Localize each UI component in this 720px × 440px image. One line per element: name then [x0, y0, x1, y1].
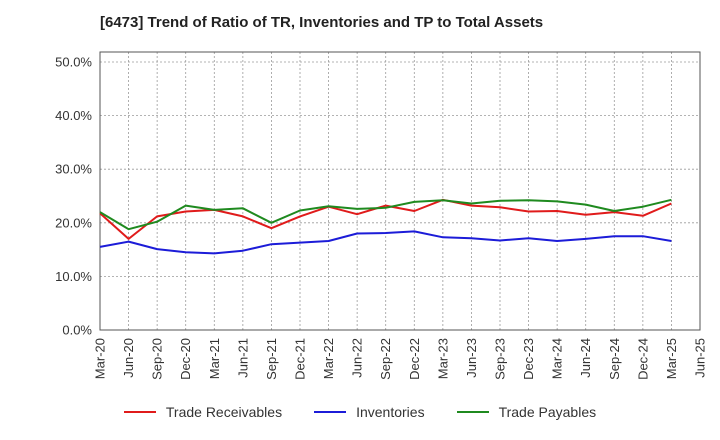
legend-item-trade-receivables: Trade Receivables	[123, 404, 283, 420]
y-tick-label: 20.0%	[55, 215, 92, 230]
x-tick-label: Dec-24	[635, 338, 650, 380]
x-tick-label: Jun-24	[578, 338, 593, 378]
legend-swatch-inventories	[314, 411, 347, 413]
y-tick-label: 40.0%	[55, 108, 92, 123]
x-tick-label: Dec-20	[178, 338, 193, 380]
x-tick-label: Jun-21	[235, 338, 250, 378]
legend: Trade Receivables Inventories Trade Paya…	[0, 404, 720, 420]
legend-item-trade-payables: Trade Payables	[456, 404, 597, 420]
series-line-inventories	[99, 230, 672, 255]
plot-border	[99, 51, 701, 331]
x-tick-label: Sep-21	[264, 338, 279, 380]
x-tick-label: Dec-23	[521, 338, 536, 380]
legend-item-inventories: Inventories	[314, 404, 425, 420]
x-tick-label: Jun-20	[121, 338, 136, 378]
x-tick-label: Sep-24	[607, 338, 622, 380]
chart-title: [6473] Trend of Ratio of TR, Inventories…	[100, 14, 544, 31]
series-lines	[99, 198, 672, 255]
x-tick-label: Dec-21	[293, 338, 308, 380]
legend-label-trade-receivables: Trade Receivables	[165, 404, 283, 420]
plot-area	[100, 52, 700, 330]
y-tick-label: 10.0%	[55, 269, 92, 284]
x-tick-label: Mar-23	[435, 338, 450, 379]
x-tick-label: Sep-20	[150, 338, 165, 380]
x-tick-labels: Mar-20 Jun-20 Sep-20 Dec-20 Mar-21 Jun-21 Sep-…	[93, 338, 708, 380]
x-tick-label: Dec-22	[407, 338, 422, 380]
x-tick-label: Jun-23	[464, 338, 479, 378]
x-tick-label: Mar-25	[664, 338, 679, 379]
x-tick-label: Jun-22	[350, 338, 365, 378]
series-line-trade-receivables	[99, 198, 672, 240]
y-tick-labels: 0.0% 10.0% 20.0% 30.0% 40.0% 50.0%	[55, 55, 92, 338]
legend-swatch-trade-payables	[456, 411, 489, 413]
legend-label-trade-payables: Trade Payables	[498, 404, 597, 420]
x-tick-label: Sep-23	[493, 338, 508, 380]
x-tick-label: Jun-25	[693, 338, 708, 378]
legend-label-inventories: Inventories	[356, 404, 425, 420]
axes	[99, 51, 701, 331]
x-tick-label: Sep-22	[378, 338, 393, 380]
x-tick-label: Mar-21	[207, 338, 222, 379]
y-tick-label: 0.0%	[62, 323, 92, 338]
x-tick-label: Mar-24	[550, 338, 565, 379]
grid	[99, 52, 701, 331]
series-line-trade-payables	[99, 198, 672, 231]
legend-swatch-trade-receivables	[123, 411, 156, 413]
y-tick-label: 50.0%	[55, 55, 92, 70]
x-tick-label: Mar-22	[321, 338, 336, 379]
y-tick-label: 30.0%	[55, 162, 92, 177]
x-tick-label: Mar-20	[93, 338, 108, 379]
